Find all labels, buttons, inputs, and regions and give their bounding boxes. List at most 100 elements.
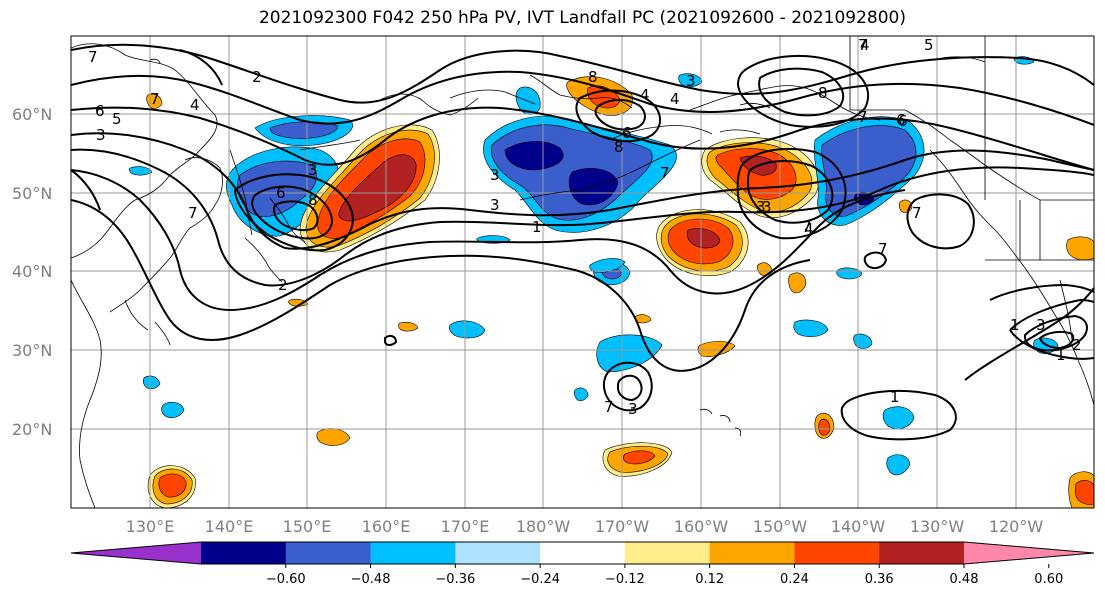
contour-label: 7: [912, 204, 922, 222]
colorbar-segment: [709, 542, 795, 564]
colorbar-segment: [540, 542, 626, 564]
positive-anomaly-region: [788, 272, 807, 294]
positive-anomaly-region: [756, 262, 773, 276]
contour-label: 4: [670, 90, 680, 108]
lat-label: 40°N: [12, 262, 52, 281]
contour-label: 7: [88, 48, 98, 66]
colorbar-tick-label: 0.12: [695, 572, 724, 587]
negative-anomaly-region: [504, 141, 564, 171]
contour-label: 3: [1036, 316, 1046, 334]
contour-label: 5: [924, 36, 934, 54]
contour-label: 4: [860, 36, 870, 54]
contour-label: 7: [660, 164, 670, 182]
contour-label: 2: [1072, 336, 1082, 354]
colorbar-tick-label: −0.60: [266, 572, 306, 587]
contour-label: 3: [490, 166, 500, 184]
contour-label: 6: [622, 124, 632, 142]
colorbar-extend-low: [71, 542, 201, 564]
positive-anomaly-region: [1074, 480, 1094, 505]
negative-anomaly-region: [448, 320, 486, 339]
contour-label: 8: [614, 138, 624, 156]
contour-label: 1: [1056, 346, 1066, 364]
contour-label: 6: [896, 111, 906, 129]
contour-label: 4: [640, 86, 650, 104]
colorbar-outline: [70, 541, 1095, 565]
colorbar-segment: [624, 542, 711, 564]
lon-label: 170°E: [441, 517, 490, 536]
contour-label: 2: [252, 68, 262, 86]
contour-label: 8: [818, 84, 828, 102]
colorbar-tick-label: 0.24: [780, 572, 809, 587]
colorbar-tick-label: −0.12: [605, 572, 645, 587]
negative-anomaly-region: [793, 319, 829, 337]
colorbar-tick-label: 0.48: [950, 572, 979, 587]
lat-label: 50°N: [12, 184, 52, 203]
lon-label: 140°E: [205, 517, 254, 536]
colorbar-extend-high: [964, 542, 1094, 564]
lat-label: 20°N: [12, 420, 52, 439]
contour-label: 1: [1010, 316, 1020, 334]
positive-anomaly-region: [158, 473, 187, 498]
contour-label: 3: [762, 198, 772, 216]
lon-label: 130°E: [126, 517, 175, 536]
negative-anomaly-region: [882, 406, 915, 430]
lon-label: 170°W: [595, 517, 650, 536]
contour-label: 4: [190, 96, 200, 114]
negative-anomaly-region: [129, 166, 153, 176]
negative-anomaly-region: [886, 454, 911, 476]
contour-label: 1: [890, 388, 900, 406]
map-border: [70, 35, 1095, 509]
lon-label: 150°E: [283, 517, 332, 536]
positive-anomaly-region: [818, 418, 831, 436]
negative-anomaly-region: [574, 387, 589, 402]
colorbar-segment: [370, 542, 456, 564]
positive-anomaly-region: [686, 228, 721, 249]
contour-label: 8: [588, 68, 598, 86]
colorbar: −0.60 −0.48 −0.36 −0.24 −0.12 0.12 0.24 0.36 0.4…: [70, 541, 1095, 587]
contour-label: 3: [96, 126, 106, 144]
colorbar-segment: [285, 542, 372, 564]
colorbar-tick-label: −0.48: [351, 572, 391, 587]
lon-label: 160°W: [674, 517, 729, 536]
lon-label: 160°E: [362, 517, 411, 536]
contour-label: 7: [150, 90, 160, 108]
contour-label: 3: [490, 196, 500, 214]
contour-label: 8: [308, 191, 318, 209]
map-plot-area: 7 2 6 5 3 4 7 3 6 8 2 7 3 1 3 8 4 6 8 7 …: [71, 36, 1094, 508]
contour-label: 7: [604, 398, 614, 416]
colorbar-segment: [455, 542, 541, 564]
lat-label: 60°N: [12, 105, 52, 124]
map-title: 2021092300 F042 250 hPa PV, IVT Landfall…: [258, 8, 906, 28]
contour-label: 4: [804, 220, 814, 238]
colorbar-segment: [201, 542, 287, 564]
contour-label: 1: [532, 218, 542, 236]
colorbar-segment: [794, 542, 880, 564]
lon-label: 130°W: [910, 517, 965, 536]
negative-anomaly-region: [143, 375, 161, 390]
lon-label: 120°W: [989, 517, 1044, 536]
contour-label: 6: [95, 102, 105, 120]
lon-label: 180°W: [516, 517, 571, 536]
negative-anomaly-region: [161, 401, 185, 419]
latitude-labels: 60°N 50°N 40°N 30°N 20°N: [12, 105, 52, 439]
contour-label: 3: [756, 198, 766, 216]
contour-label-group: 7 2 6 5 3 4 7 3 6 8 2 7 3 1 3 8 4 6 8 7 …: [88, 36, 1082, 418]
contour-label: 3: [308, 161, 318, 179]
positive-anomaly-region: [338, 154, 417, 222]
colorbar-tick-label: 0.60: [1034, 572, 1063, 587]
negative-anomaly-region: [269, 121, 339, 139]
contour-label: 7: [858, 108, 868, 126]
contour-label: 7: [878, 240, 888, 258]
colorbar-segment: [879, 542, 965, 564]
graticule: [71, 36, 1094, 508]
negative-anomaly-region: [678, 73, 703, 88]
contour-label: 6: [898, 112, 908, 130]
colorbar-tick-label: −0.36: [435, 572, 475, 587]
contour-label: 7: [188, 204, 198, 222]
lon-label: 140°W: [831, 517, 886, 536]
contour-label: 6: [276, 184, 286, 202]
positive-anomaly-region: [623, 450, 656, 465]
lon-label: 150°W: [753, 517, 808, 536]
contour-label: 3: [628, 400, 638, 418]
